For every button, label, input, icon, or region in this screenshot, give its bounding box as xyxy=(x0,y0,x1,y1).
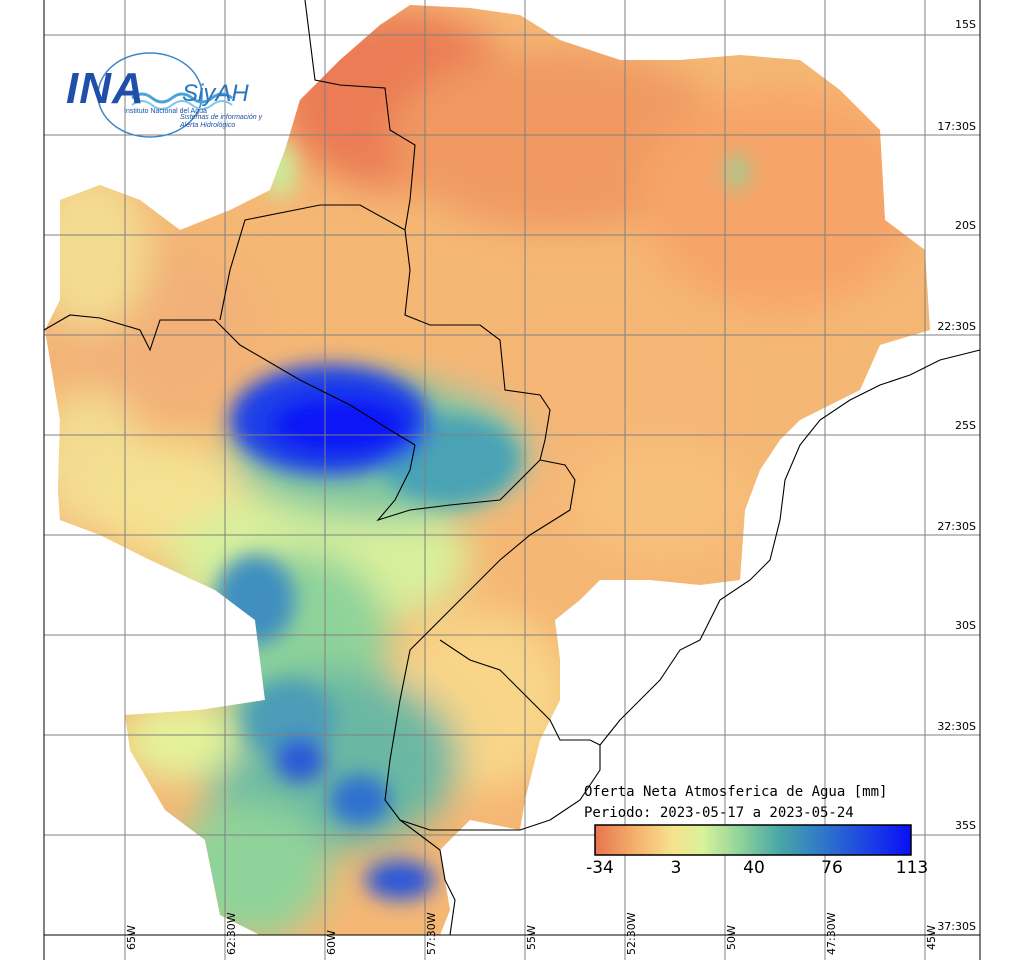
colorbar-tick: 40 xyxy=(743,858,765,878)
lat-label: 15S xyxy=(955,18,976,31)
lat-label: 35S xyxy=(955,819,976,832)
lat-label: 20S xyxy=(955,219,976,232)
logo-institute-text: Instituto Nacional del Agua xyxy=(124,108,207,115)
lon-label: 52:30W xyxy=(625,912,638,955)
lat-label: 25S xyxy=(955,419,976,432)
political-borders xyxy=(43,0,981,936)
lon-label: 57:30W xyxy=(425,912,438,955)
colorbar xyxy=(594,824,912,856)
colorbar-tick: 76 xyxy=(821,858,843,878)
colorbar-tick: 3 xyxy=(670,858,682,878)
logo: INA SiyAH Instituto Nacional del Agua Si… xyxy=(62,50,272,145)
lat-label: 30S xyxy=(955,619,976,632)
lat-label: 27:30S xyxy=(937,520,976,533)
lon-label: 50W xyxy=(725,925,738,950)
latitude-labels: 15S 17:30S 20S 22:30S 25S 27:30S 30S 32:… xyxy=(937,18,976,933)
colorbar-tick: 113 xyxy=(895,858,929,878)
lon-label: 55W xyxy=(525,925,538,950)
lon-label: 62:30W xyxy=(225,912,238,955)
map-title-block: Oferta Neta Atmosferica de Agua [mm] Per… xyxy=(584,782,887,824)
colorbar-tick: -34 xyxy=(586,858,614,878)
logo-wave-icon xyxy=(97,52,233,138)
lon-label: 47:30W xyxy=(825,912,838,955)
map-period: Periodo: 2023-05-17 a 2023-05-24 xyxy=(584,805,854,821)
lon-label: 45W xyxy=(925,925,938,950)
map-title: Oferta Neta Atmosferica de Agua [mm] xyxy=(584,784,888,800)
longitude-labels: 65W 62:30W 60W 57:30W 55W 52:30W 50W 47:… xyxy=(125,912,938,955)
lon-label: 60W xyxy=(325,930,338,955)
lat-label: 32:30S xyxy=(937,720,976,733)
logo-ina-text: INA xyxy=(66,64,145,113)
lat-label: 37:30S xyxy=(937,920,976,933)
logo-siyah-text: SiyAH xyxy=(182,80,249,107)
logo-system-text: Sistemas de información y Alerta Hidroló… xyxy=(180,114,263,129)
lon-label: 65W xyxy=(125,925,138,950)
frame-ticks xyxy=(43,0,981,960)
lat-label: 17:30S xyxy=(937,120,976,133)
lat-label: 22:30S xyxy=(937,320,976,333)
